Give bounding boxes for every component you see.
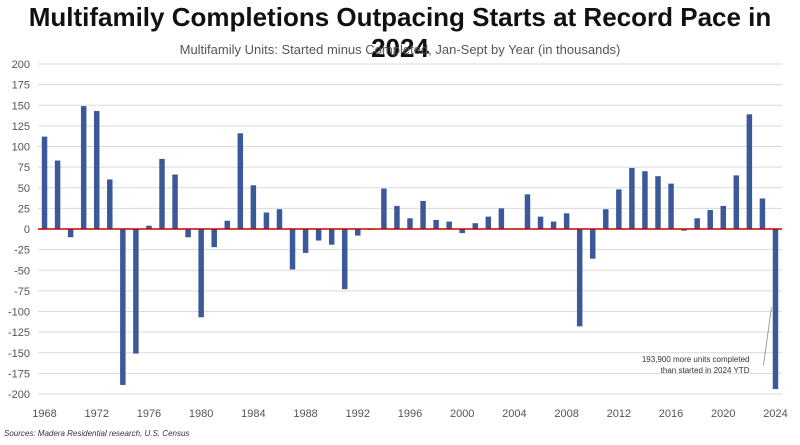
bar-1976 [146, 225, 152, 229]
bar-1996 [407, 218, 413, 229]
x-tick-label: 2020 [711, 408, 735, 420]
y-tick-label: 200 [12, 59, 30, 71]
y-tick-label: 25 [18, 203, 30, 215]
x-tick-label: 1988 [293, 408, 317, 420]
x-tick-label: 1976 [137, 408, 161, 420]
bar-1970 [67, 229, 74, 238]
bar-2017 [681, 229, 687, 231]
bar-1995 [394, 205, 400, 229]
annotation-leader [763, 307, 772, 366]
bar-1969 [54, 160, 61, 229]
bar-1968 [41, 136, 48, 229]
bar-1998 [433, 219, 439, 229]
bar-1974 [120, 229, 126, 385]
bar-1984 [250, 185, 257, 229]
bar-2008 [563, 213, 570, 229]
bar-2016 [668, 183, 674, 229]
bar-1973 [107, 179, 113, 229]
bar-2010 [589, 229, 596, 259]
x-tick-label: 2008 [554, 408, 578, 420]
bar-1980 [198, 229, 204, 318]
x-tick-label: 1972 [84, 408, 108, 420]
bar-1979 [185, 229, 191, 238]
bar-2018 [694, 218, 700, 229]
bar-1981 [211, 229, 217, 248]
bar-1988 [302, 229, 309, 253]
x-tick-label: 1996 [398, 408, 422, 420]
bar-2020 [720, 205, 727, 229]
chart-title: Multifamily Completions Outpacing Starts… [28, 2, 772, 63]
bar-1990 [328, 229, 335, 245]
bar-1992 [355, 229, 361, 236]
x-tick-label: 1984 [241, 408, 265, 420]
y-tick-label: 75 [18, 162, 30, 174]
y-tick-label: 175 [12, 80, 30, 92]
y-tick-label: -75 [14, 286, 30, 298]
y-tick-label: -25 [14, 245, 30, 257]
bar-2014 [642, 171, 648, 229]
x-tick-label: 1992 [346, 408, 370, 420]
bar-1985 [263, 212, 270, 229]
y-tick-label: 150 [12, 100, 30, 112]
bar-1978 [172, 174, 178, 229]
bar-1989 [315, 229, 322, 241]
bar-2013 [629, 167, 635, 229]
y-tick-label: 50 [18, 183, 30, 195]
bar-1977 [159, 158, 165, 229]
x-tick-label: 1968 [32, 408, 56, 420]
y-tick-label: 0 [24, 224, 30, 236]
y-tick-label: 100 [12, 142, 30, 154]
y-tick-label: -175 [8, 368, 30, 380]
bar-2019 [707, 210, 713, 229]
bar-1997 [420, 200, 426, 229]
x-tick-label: 2004 [502, 408, 526, 420]
bar-1972 [93, 111, 100, 229]
y-tick-label: -100 [8, 307, 30, 319]
bar-1986 [276, 209, 283, 229]
y-tick-label: -150 [8, 348, 30, 360]
bar-1987 [289, 229, 296, 270]
bar-1991 [341, 229, 348, 290]
bar-2021 [733, 175, 740, 229]
bar-1999 [446, 221, 452, 229]
bar-1975 [133, 229, 139, 354]
x-tick-label: 2016 [659, 408, 683, 420]
y-tick-label: -50 [14, 265, 30, 277]
bar-2000 [459, 229, 465, 234]
y-tick-label: 125 [12, 121, 30, 133]
bar-2009 [576, 229, 583, 327]
x-tick-label: 2024 [763, 408, 787, 420]
bar-2006 [537, 216, 544, 229]
x-tick-label: 2012 [607, 408, 631, 420]
y-tick-label: -125 [8, 327, 30, 339]
bar-1982 [224, 220, 231, 229]
bar-1994 [381, 188, 387, 229]
bar-2022 [746, 114, 753, 229]
bar-2002 [485, 216, 492, 229]
bar-2001 [472, 223, 479, 229]
bar-1983 [237, 133, 244, 229]
bar-2015 [655, 176, 661, 229]
bar-2024 [772, 229, 779, 390]
bar-2012 [616, 189, 622, 229]
bar-2023 [759, 198, 766, 229]
y-tick-label: -200 [8, 389, 30, 401]
bar-2005 [524, 194, 531, 229]
x-tick-label: 2000 [450, 408, 474, 420]
x-tick-label: 1980 [189, 408, 213, 420]
bar-1971 [80, 106, 87, 229]
bar-2011 [603, 209, 609, 229]
annotation-text: 193,900 more units completed [642, 355, 750, 364]
source-note: Sources: Madera Residential research, U.… [4, 429, 190, 438]
bar-2003 [498, 208, 505, 229]
bar-2007 [550, 221, 557, 229]
chart-subtitle: Multifamily Units: Started minus Complet… [179, 42, 621, 57]
annotation-text: than started in 2024 YTD [661, 366, 750, 375]
